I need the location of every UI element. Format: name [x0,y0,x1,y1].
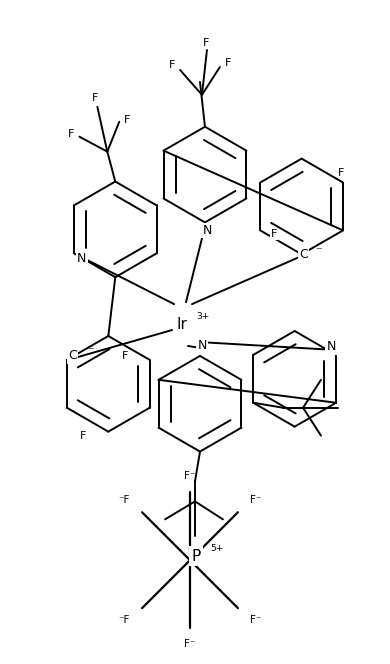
Text: ⁻: ⁻ [316,245,322,258]
Text: P: P [191,548,200,564]
Text: F⁻: F⁻ [250,615,262,625]
Text: N: N [197,339,207,353]
Text: F: F [203,38,209,48]
Text: F: F [80,431,87,441]
Text: C: C [69,349,77,363]
Text: F⁻: F⁻ [184,639,196,649]
Text: F: F [92,93,99,103]
Text: N: N [202,224,212,237]
Text: F: F [338,167,344,177]
Text: F⁻: F⁻ [184,471,196,481]
Text: ⁻: ⁻ [87,345,94,359]
Text: ⁻F: ⁻F [119,495,130,505]
Text: F: F [169,60,175,70]
Text: F: F [225,58,231,68]
Text: ⁻F: ⁻F [119,615,130,625]
Text: N: N [326,341,336,353]
Text: F: F [124,115,130,125]
Text: 3+: 3+ [196,311,209,321]
Text: F: F [271,229,277,239]
Text: N: N [77,252,87,265]
Text: C: C [299,248,308,261]
Text: 5+: 5+ [210,544,223,552]
Text: F: F [121,351,128,361]
Text: Ir: Ir [177,317,188,331]
Text: F⁻: F⁻ [250,495,262,505]
Text: F: F [68,129,74,139]
